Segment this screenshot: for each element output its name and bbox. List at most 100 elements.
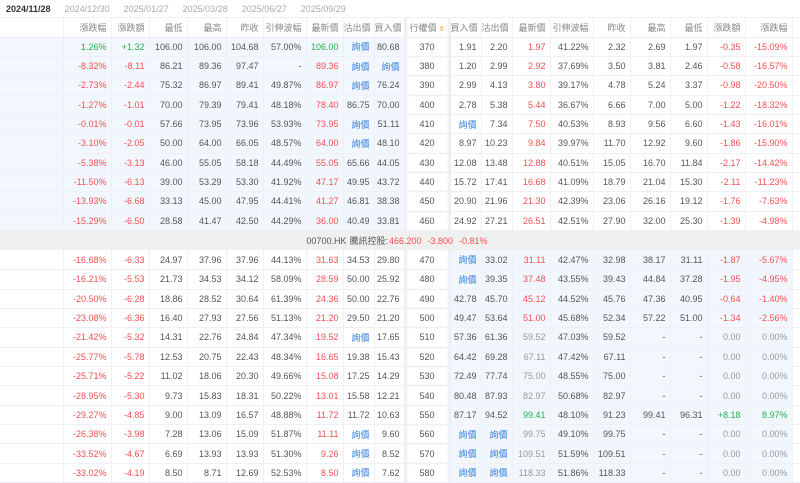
call-cell-漲跌額: -6.50 <box>111 211 150 231</box>
row-spacer <box>792 114 800 135</box>
call-quote-request-link[interactable]: 詢價 <box>343 56 375 77</box>
row-spacer <box>0 405 64 426</box>
option-row-550[interactable]: -29.27% -4.85 9.00 13.09 16.57 48.88% 11.72 11.… <box>0 405 800 426</box>
call-header-8[interactable]: 買入價 <box>374 18 405 38</box>
put-header-8[interactable]: 漲跌幅 <box>745 18 793 38</box>
call-quote-request-link[interactable]: 詢價 <box>343 424 375 445</box>
put-cell-漲跌額: 0.00 <box>707 443 746 464</box>
row-spacer <box>792 37 800 57</box>
put-cell-買入價: 87.17 <box>450 405 482 426</box>
option-row-530[interactable]: -25.71% -5.22 11.02 18.06 20.30 49.66% 15.08 17… <box>0 366 800 387</box>
tab-expiry-2024-11-28[interactable]: 2024/11/28 <box>6 3 51 14</box>
call-header-5[interactable]: 引伸波幅 <box>263 18 307 38</box>
call-cell-漲跌額: -6.68 <box>111 191 150 212</box>
call-quote-request-link[interactable]: 詢價 <box>343 37 375 57</box>
put-quote-request-link[interactable]: 詢價 <box>450 114 482 135</box>
row-spacer <box>792 191 800 212</box>
put-header-3[interactable]: 引伸波幅 <box>550 18 594 38</box>
option-row-470[interactable]: -16.68% -6.33 24.97 37.96 37.96 44.13% 31.63 34… <box>0 250 800 271</box>
tab-expiry-2025-06-27[interactable]: 2025/06/27 <box>241 3 287 14</box>
tab-expiry-2025-03-28[interactable]: 2025/03/28 <box>182 3 228 14</box>
call-quote-request-link[interactable]: 詢價 <box>343 443 375 464</box>
call-header-3[interactable]: 最高 <box>187 18 227 38</box>
option-row-380[interactable]: -8.32% -8.11 86.21 89.36 97.47-89.36 詢價 詢價 380 1… <box>0 56 800 77</box>
put-quote-request-link[interactable]: 詢價 <box>450 424 482 445</box>
call-header-2[interactable]: 最低 <box>149 18 188 38</box>
put-cell-最高: - <box>630 347 671 368</box>
put-cell-引伸波幅: 48.10% <box>550 405 594 426</box>
option-row-510[interactable]: -21.42% -5.32 14.31 22.76 24.84 47.34% 19.52 詢價… <box>0 327 800 348</box>
put-header-7[interactable]: 漲跌額 <box>707 18 746 38</box>
put-quote-request-link[interactable]: 詢價 <box>450 269 482 290</box>
call-header-7[interactable]: 沽出價 <box>343 18 375 38</box>
put-cell-引伸波幅: 39.17% <box>550 75 594 96</box>
put-quote-request-link[interactable]: 詢價 <box>481 443 513 464</box>
option-row-440[interactable]: -11.50% -6.13 39.00 53.29 53.30 41.92% 47.17 49… <box>0 172 800 193</box>
option-row-580[interactable]: -33.02% -4.19 8.50 8.71 12.69 52.53% 8.50 詢價 7.6… <box>0 463 800 483</box>
put-cell-最新價: 26.51 <box>512 211 551 231</box>
call-cell-漲跌額: -4.67 <box>111 443 150 464</box>
strike-price: 370 <box>404 37 451 57</box>
call-cell-沽出價: 17.25 <box>343 366 375 387</box>
call-cell-漲跌幅: -25.71% <box>63 366 112 387</box>
option-row-430[interactable]: -5.38% -3.13 46.00 55.05 58.18 44.49% 55.05 65.… <box>0 153 800 173</box>
put-cell-買入價: 1.91 <box>450 37 482 57</box>
call-header-4[interactable]: 昨收 <box>226 18 264 38</box>
put-cell-買入價: 15.72 <box>450 172 482 193</box>
option-row-400[interactable]: -1.27% -1.01 70.00 79.39 79.41 48.18% 78.40 86.… <box>0 95 800 115</box>
put-header-1[interactable]: 沽出價 <box>481 18 513 38</box>
row-spacer <box>0 172 64 193</box>
put-cell-最低: 31.11 <box>670 250 708 271</box>
call-quote-request-link[interactable]: 詢價 <box>374 56 405 77</box>
call-header-0[interactable]: 漲跌幅 <box>63 18 112 38</box>
call-cell-沽出價: 86.75 <box>343 95 375 115</box>
put-quote-request-link[interactable]: 詢價 <box>450 443 482 464</box>
call-quote-request-link[interactable]: 詢價 <box>343 75 375 96</box>
call-cell-昨收: 16.57 <box>226 405 264 426</box>
put-header-2[interactable]: 最新價 <box>512 18 551 38</box>
option-row-570[interactable]: -33.52% -4.67 6.69 13.93 13.93 51.30% 9.26 詢價 8.… <box>0 443 800 464</box>
call-header-6[interactable]: 最新價 <box>306 18 344 38</box>
put-cell-引伸波幅: 51.59% <box>550 443 594 464</box>
option-row-500[interactable]: -23.08% -6.36 16.40 27.93 27.56 51.13% 21.20 29… <box>0 308 800 329</box>
strike-price: 550 <box>404 405 451 426</box>
option-row-420[interactable]: -3.10% -2.05 50.00 64.00 66.05 48.57% 64.00 詢價 4… <box>0 133 800 154</box>
option-row-560[interactable]: -26.38% -3.98 7.28 13.06 15.09 51.87% 11.11 詢價 9… <box>0 424 800 445</box>
put-header-4[interactable]: 昨收 <box>593 18 631 38</box>
put-quote-request-link[interactable]: 詢價 <box>450 463 482 483</box>
option-row-410[interactable]: -0.01% -0.01 57.66 73.95 73.96 53.93% 73.95 詢價 5… <box>0 114 800 135</box>
option-row-390[interactable]: -2.73% -2.44 75.32 86.97 89.41 49.87% 86.97 詢價 7… <box>0 75 800 96</box>
tab-expiry-2025-09-29[interactable]: 2025/09/29 <box>300 3 346 14</box>
put-header-5[interactable]: 最高 <box>630 18 671 38</box>
put-header-6[interactable]: 最低 <box>670 18 708 38</box>
tab-expiry-2024-12-30[interactable]: 2024/12/30 <box>64 3 110 14</box>
option-row-490[interactable]: -20.50% -6.28 18.86 28.52 30.64 61.39% 24.36 50… <box>0 289 800 309</box>
put-quote-request-link[interactable]: 詢價 <box>481 424 513 445</box>
put-quote-request-link[interactable]: 詢價 <box>450 250 482 271</box>
call-quote-request-link[interactable]: 詢價 <box>343 327 375 348</box>
call-cell-最新價: 78.40 <box>306 95 344 115</box>
strike-header[interactable]: 行權價 ⇕ <box>404 18 451 38</box>
option-row-450[interactable]: -13.93% -6.68 33.13 45.00 47.95 44.41% 41.27 46… <box>0 191 800 212</box>
put-header-0[interactable]: 買入價 <box>450 18 482 38</box>
put-cell-漲跌額: -2.11 <box>707 172 746 193</box>
option-row-370[interactable]: 1.26% +1.32 106.00 106.00 104.68 57.00% 106.00… <box>0 37 800 57</box>
call-cell-最高: 28.52 <box>187 289 227 309</box>
put-quote-request-link[interactable]: 詢價 <box>481 463 513 483</box>
option-row-540[interactable]: -28.95% -5.30 9.73 15.83 18.31 50.22% 13.01 15.… <box>0 385 800 406</box>
call-quote-request-link[interactable]: 詢價 <box>343 133 375 154</box>
put-cell-昨收: 4.78 <box>593 75 631 96</box>
call-quote-request-link[interactable]: 詢價 <box>343 114 375 135</box>
put-cell-昨收: 118.33 <box>593 463 631 483</box>
sort-icon[interactable]: ⇕ <box>438 25 445 33</box>
option-row-520[interactable]: -25.77% -5.78 12.53 20.75 22.43 48.34% 16.65 19… <box>0 347 800 368</box>
tab-expiry-2025-01-27[interactable]: 2025/01/27 <box>123 3 169 14</box>
call-cell-最新價: 13.01 <box>306 385 344 406</box>
put-cell-引伸波幅: 37.69% <box>550 56 594 77</box>
put-cell-漲跌幅: 8.97% <box>745 405 793 426</box>
call-header-1[interactable]: 漲跌額 <box>111 18 150 38</box>
expiry-tabs: 2024/11/28 2024/12/30 2025/01/27 2025/03/28… <box>0 0 800 18</box>
call-cell-引伸波幅: 50.22% <box>263 385 307 406</box>
option-row-460[interactable]: -15.29% -6.50 28.58 41.47 42.50 44.29% 36.00 40… <box>0 211 800 231</box>
option-row-480[interactable]: -16.21% -5.53 21.73 34.53 34.12 58.09% 28.59 50… <box>0 269 800 290</box>
